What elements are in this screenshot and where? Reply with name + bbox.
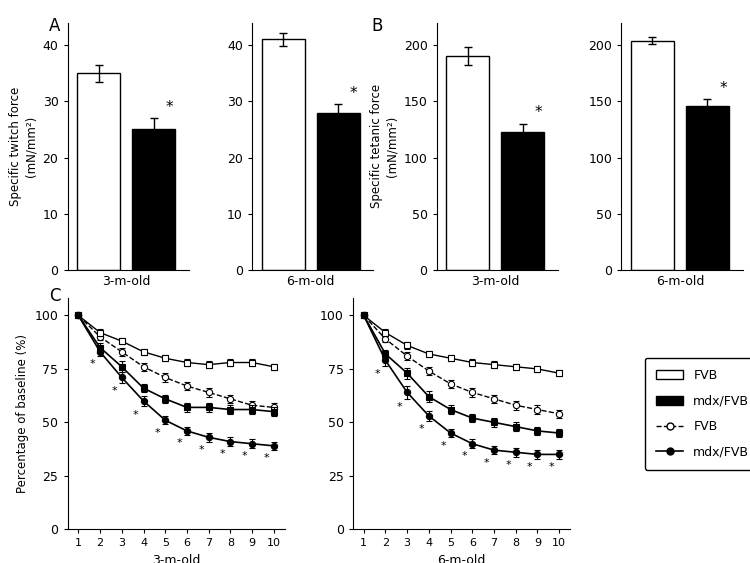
Text: *: * [220,449,226,459]
Text: *: * [176,439,182,448]
Text: *: * [419,425,424,435]
Text: *: * [166,100,173,115]
Bar [631,41,674,270]
Bar [686,106,729,270]
Text: *: * [462,451,467,461]
Text: *: * [397,402,403,412]
Y-axis label: Specific twitch force
(mN/mm²): Specific twitch force (mN/mm²) [9,87,37,206]
Text: C: C [49,287,60,305]
Bar [77,73,120,270]
Text: *: * [484,458,489,468]
Text: *: * [133,409,139,419]
Bar [501,132,544,270]
Legend: FVB, mdx/FVB, FVB, mdx/FVB: FVB, mdx/FVB, FVB, mdx/FVB [644,358,750,470]
Text: *: * [506,460,511,470]
Text: *: * [154,428,160,437]
Text: *: * [535,105,542,120]
Text: *: * [527,462,532,472]
X-axis label: 3-m-old: 3-m-old [152,554,200,563]
Y-axis label: Percentage of baseline (%): Percentage of baseline (%) [16,334,29,493]
Text: *: * [263,453,269,463]
Text: *: * [198,445,204,455]
Text: *: * [719,81,727,96]
Text: B: B [371,17,382,35]
Bar [446,56,490,270]
Bar [262,39,305,270]
X-axis label: 6-m-old: 6-m-old [437,554,486,563]
Text: *: * [350,86,358,101]
Text: *: * [549,462,554,472]
Bar [132,129,176,270]
Y-axis label: Specific tetanic force
(mN/mm²): Specific tetanic force (mN/mm²) [370,84,398,208]
Text: *: * [375,369,381,379]
Bar [316,113,360,270]
Text: *: * [440,440,446,450]
Text: *: * [90,359,95,369]
Text: A: A [49,17,60,35]
Text: *: * [112,386,117,396]
Text: *: * [242,451,248,461]
